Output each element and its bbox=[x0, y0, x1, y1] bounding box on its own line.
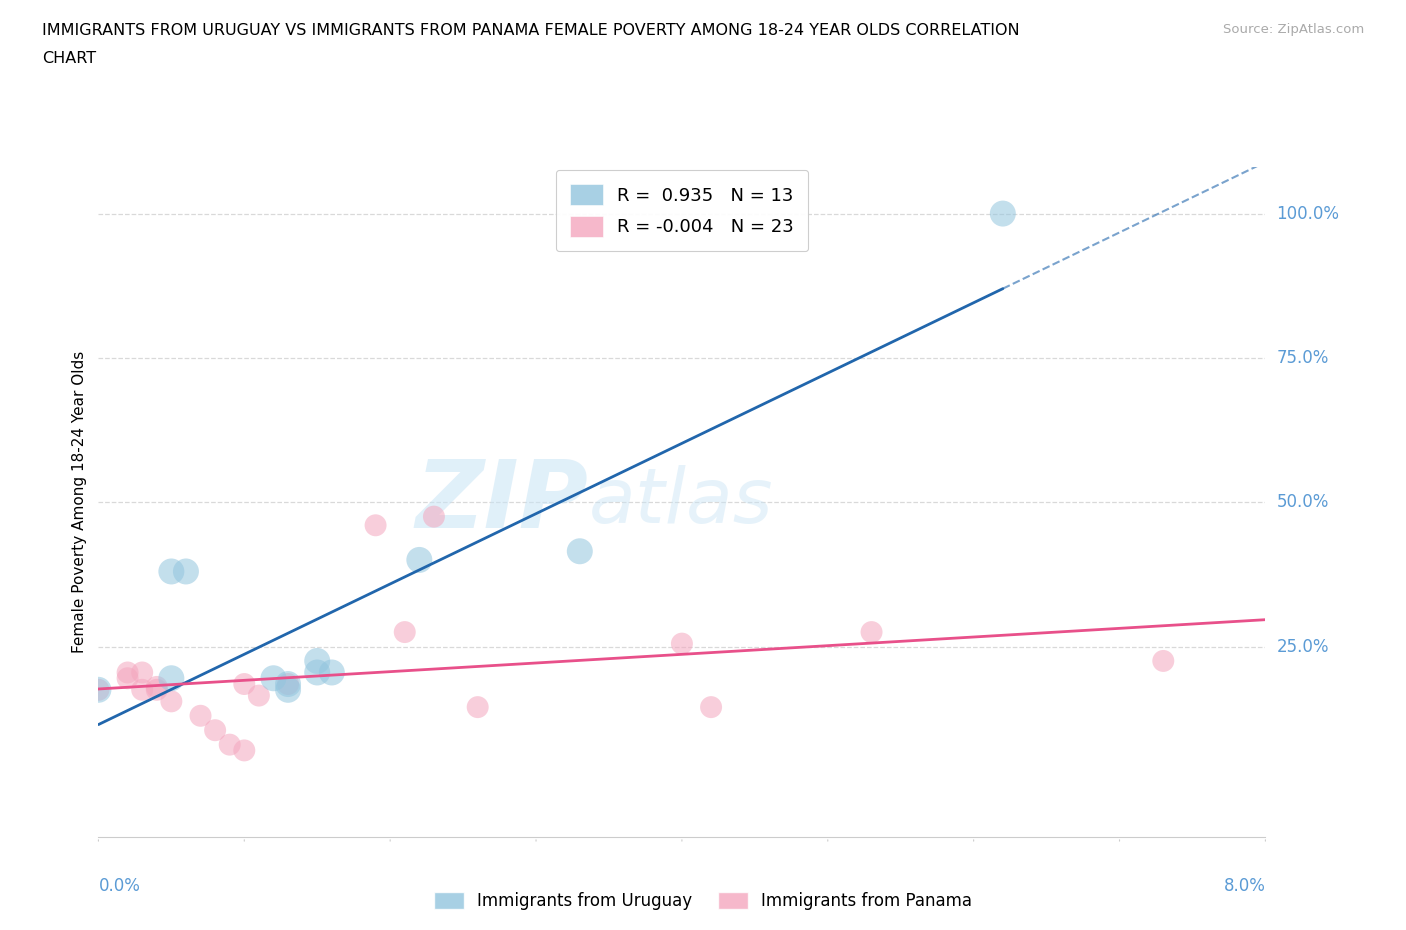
Text: Source: ZipAtlas.com: Source: ZipAtlas.com bbox=[1223, 23, 1364, 36]
Point bbox=[233, 677, 256, 692]
Point bbox=[1152, 654, 1174, 669]
Point bbox=[117, 665, 139, 680]
Y-axis label: Female Poverty Among 18-24 Year Olds: Female Poverty Among 18-24 Year Olds bbox=[72, 352, 87, 654]
Point bbox=[131, 683, 153, 698]
Point bbox=[321, 665, 343, 680]
Text: 100.0%: 100.0% bbox=[1277, 205, 1340, 222]
Point bbox=[394, 625, 416, 640]
Point bbox=[467, 699, 489, 714]
Point bbox=[307, 654, 329, 669]
Text: atlas: atlas bbox=[589, 465, 773, 539]
Point bbox=[160, 564, 183, 578]
Point bbox=[204, 723, 226, 737]
Point bbox=[233, 743, 256, 758]
Legend: Immigrants from Uruguay, Immigrants from Panama: Immigrants from Uruguay, Immigrants from… bbox=[427, 885, 979, 917]
Point bbox=[700, 699, 723, 714]
Point bbox=[218, 737, 240, 752]
Point bbox=[146, 680, 169, 695]
Point bbox=[131, 665, 153, 680]
Point bbox=[408, 552, 430, 567]
Point bbox=[277, 677, 299, 692]
Text: ZIP: ZIP bbox=[416, 457, 589, 548]
Point bbox=[146, 683, 169, 698]
Point bbox=[117, 671, 139, 685]
Point bbox=[262, 671, 284, 685]
Point bbox=[87, 683, 110, 698]
Text: IMMIGRANTS FROM URUGUAY VS IMMIGRANTS FROM PANAMA FEMALE POVERTY AMONG 18-24 YEA: IMMIGRANTS FROM URUGUAY VS IMMIGRANTS FR… bbox=[42, 23, 1019, 38]
Point bbox=[174, 564, 197, 578]
Point bbox=[87, 683, 110, 698]
Text: 25.0%: 25.0% bbox=[1277, 637, 1329, 656]
Text: 0.0%: 0.0% bbox=[98, 877, 141, 896]
Text: CHART: CHART bbox=[42, 51, 96, 66]
Point bbox=[190, 709, 212, 724]
Point bbox=[277, 683, 299, 698]
Text: 50.0%: 50.0% bbox=[1277, 493, 1329, 512]
Point bbox=[423, 510, 446, 525]
Legend: R =  0.935   N = 13, R = -0.004   N = 23: R = 0.935 N = 13, R = -0.004 N = 23 bbox=[555, 170, 808, 251]
Point bbox=[991, 206, 1014, 221]
Point bbox=[364, 518, 387, 533]
Point bbox=[860, 625, 883, 640]
Text: 8.0%: 8.0% bbox=[1223, 877, 1265, 896]
Point bbox=[247, 688, 270, 703]
Point bbox=[277, 677, 299, 692]
Point bbox=[160, 671, 183, 685]
Point bbox=[160, 694, 183, 709]
Point bbox=[671, 636, 693, 651]
Point bbox=[307, 665, 329, 680]
Point bbox=[568, 544, 591, 559]
Text: 75.0%: 75.0% bbox=[1277, 349, 1329, 367]
